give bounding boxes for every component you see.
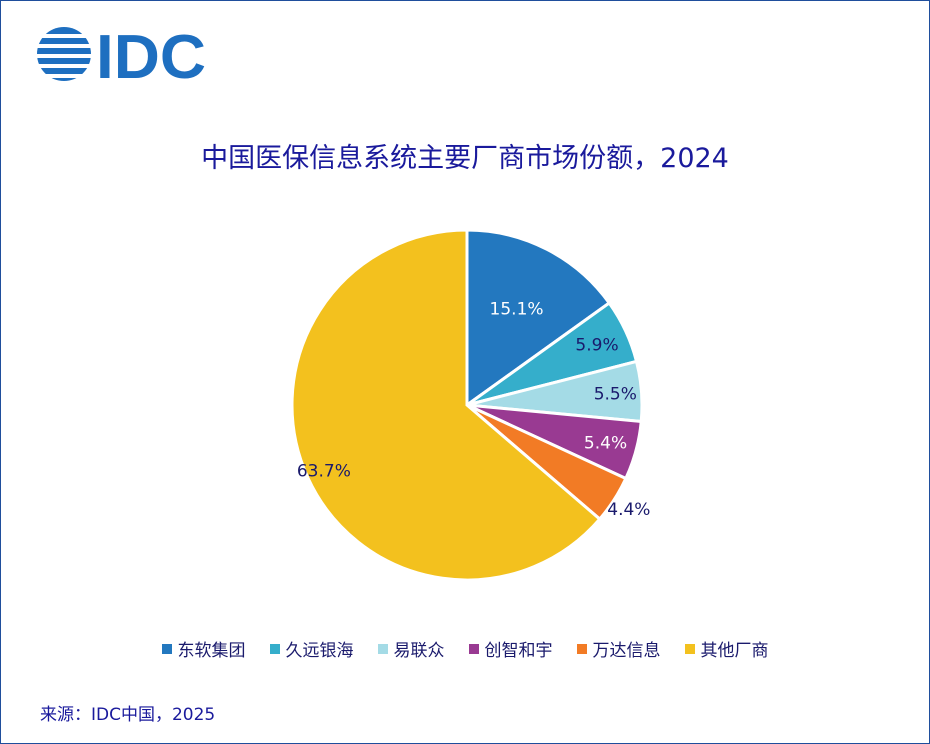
legend-label: 久远银海 xyxy=(285,641,354,661)
chart-title: 中国医保信息系统主要厂商市场份额，2024 xyxy=(201,143,729,174)
slice-label-3: 5.5% xyxy=(594,384,637,404)
slice-label-5: 4.4% xyxy=(607,500,650,520)
slice-label-4: 5.4% xyxy=(584,433,627,453)
legend-label: 万达信息 xyxy=(592,641,661,661)
legend-item-1: 东软集团 xyxy=(161,636,246,661)
legend-swatch xyxy=(161,643,172,654)
legend-swatch xyxy=(576,643,587,654)
idc-globe-icon xyxy=(36,27,92,81)
slice-label-2: 5.9% xyxy=(575,335,618,355)
pie-slice-1 xyxy=(465,228,612,408)
legend-label: 东软集团 xyxy=(177,641,246,661)
legend-label: 创智和宇 xyxy=(484,641,553,661)
legend-swatch xyxy=(269,643,280,654)
logo-text: IDC xyxy=(96,23,206,86)
slice-label-6: 63.7% xyxy=(297,462,351,482)
legend-swatch xyxy=(377,643,388,654)
idc-logo: IDC xyxy=(36,23,206,86)
legend-item-6: 其他厂商 xyxy=(684,636,769,661)
legend-label: 其他厂商 xyxy=(700,641,769,661)
legend-item-4: 创智和宇 xyxy=(468,636,553,661)
legend-item-5: 万达信息 xyxy=(576,636,661,661)
legend-item-2: 久远银海 xyxy=(269,636,354,661)
legend-swatch xyxy=(684,643,695,654)
legend-swatch xyxy=(468,643,479,654)
legend-item-3: 易联众 xyxy=(377,636,445,661)
chart-legend: 东软集团 久远银海 易联众 创智和宇 万达信息 其他厂商 xyxy=(0,636,930,661)
legend-label: 易联众 xyxy=(393,641,445,661)
source-note: 来源：IDC中国，2025 xyxy=(40,705,216,725)
pie-slice-6 xyxy=(290,228,602,582)
slice-label-1: 15.1% xyxy=(490,299,544,319)
